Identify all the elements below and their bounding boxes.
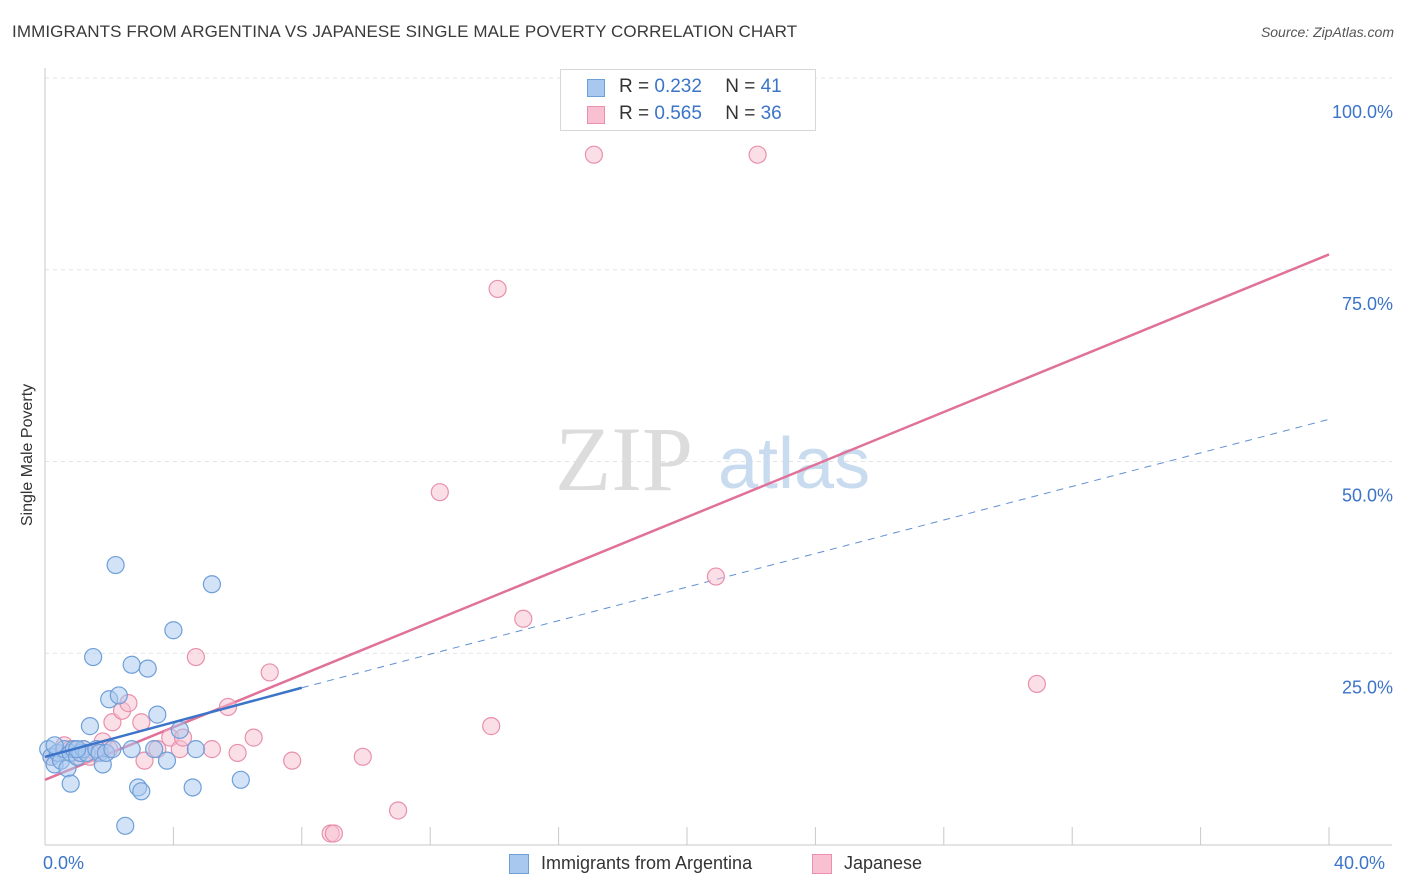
data-point-argentina	[106, 555, 125, 575]
data-point-japanese	[186, 647, 205, 667]
legend-r-label: R =	[619, 103, 655, 124]
watermark-zip: ZIP	[555, 408, 693, 510]
data-point-japanese	[353, 747, 372, 766]
data-point-argentina	[84, 647, 103, 667]
trend-line-argentina	[44, 686, 303, 759]
legend-n-value: 41	[760, 76, 782, 97]
data-point-argentina	[80, 717, 100, 736]
y-tick-label: 25.0%	[1342, 677, 1393, 697]
trend-line-japanese	[44, 253, 1330, 781]
data-point-japanese	[324, 824, 343, 843]
legend-row-japanese: R = 0.565 N = 36	[587, 103, 782, 125]
y-tick-label: 50.0%	[1342, 486, 1393, 506]
legend-row-argentina: R = 0.232 N = 41	[587, 76, 782, 98]
data-point-japanese	[430, 483, 449, 502]
data-point-japanese	[228, 743, 247, 763]
data-point-japanese	[748, 145, 767, 164]
data-point-argentina	[186, 740, 205, 759]
data-point-argentina	[170, 720, 189, 740]
data-point-japanese	[584, 145, 604, 164]
data-point-argentina	[122, 740, 141, 759]
series-label-japanese: Japanese	[844, 853, 923, 873]
data-point-argentina	[157, 751, 177, 770]
data-point-argentina	[183, 778, 202, 797]
data-point-japanese	[202, 740, 222, 759]
trend-line-argentina-extrapolated	[301, 418, 1330, 689]
series-swatch-japanese	[812, 854, 832, 874]
y-tick-label: 100.0%	[1332, 102, 1393, 122]
data-point-argentina	[202, 575, 222, 594]
data-point-argentina	[116, 816, 135, 835]
source-label: Source: ZipAtlas.com	[1260, 24, 1394, 40]
data-point-japanese	[1027, 674, 1046, 694]
x-tick-label-min: 0.0%	[43, 853, 85, 873]
series-swatch-argentina	[509, 854, 529, 874]
data-point-japanese	[488, 279, 507, 299]
x-tick-label-max: 40.0%	[1334, 853, 1386, 873]
legend-n-label: N =	[725, 103, 761, 124]
series-legend: Immigrants from Argentina Japanese	[0, 853, 1406, 877]
data-point-argentina	[109, 686, 128, 705]
legend-r-value: 0.565	[654, 103, 702, 124]
data-point-argentina	[145, 740, 164, 759]
series-label-argentina: Immigrants from Argentina	[541, 853, 753, 873]
data-point-argentina	[231, 770, 250, 789]
legend-r-label: R =	[619, 76, 655, 97]
data-point-argentina	[132, 782, 151, 801]
data-point-japanese	[260, 663, 279, 682]
legend-n-value: 36	[760, 103, 782, 124]
watermark-atlas: atlas	[718, 424, 870, 504]
data-point-argentina	[138, 659, 157, 678]
data-point-japanese	[706, 567, 725, 586]
legend-swatch-argentina	[587, 79, 605, 97]
legend-n-label: N =	[725, 76, 761, 97]
chart-title: IMMIGRANTS FROM ARGENTINA VS JAPANESE SI…	[12, 22, 798, 41]
legend-swatch-japanese	[587, 106, 605, 124]
data-point-argentina	[164, 621, 183, 640]
data-point-argentina	[45, 736, 64, 755]
data-point-argentina	[122, 655, 141, 674]
data-point-japanese	[514, 609, 533, 628]
correlation-legend: R = 0.232 N = 41 R = 0.565 N = 36	[560, 69, 816, 131]
data-point-argentina	[148, 705, 167, 724]
data-point-japanese	[244, 728, 263, 747]
data-point-japanese	[283, 751, 302, 770]
data-point-japanese	[389, 801, 408, 820]
y-tick-label: 75.0%	[1342, 294, 1393, 314]
data-point-argentina	[103, 740, 122, 759]
legend-r-value: 0.232	[654, 76, 702, 97]
series-legend-argentina: Immigrants from Argentina	[509, 853, 752, 874]
data-point-argentina	[61, 774, 80, 793]
series-legend-japanese: Japanese	[812, 853, 922, 874]
data-point-japanese	[482, 717, 501, 736]
